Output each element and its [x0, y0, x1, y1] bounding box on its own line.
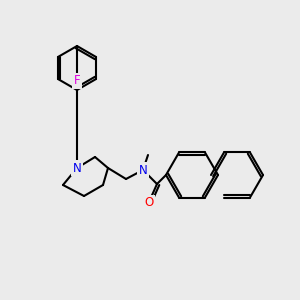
- Text: F: F: [74, 74, 80, 88]
- Text: N: N: [139, 164, 147, 176]
- Text: O: O: [144, 196, 154, 209]
- Text: N: N: [73, 161, 81, 175]
